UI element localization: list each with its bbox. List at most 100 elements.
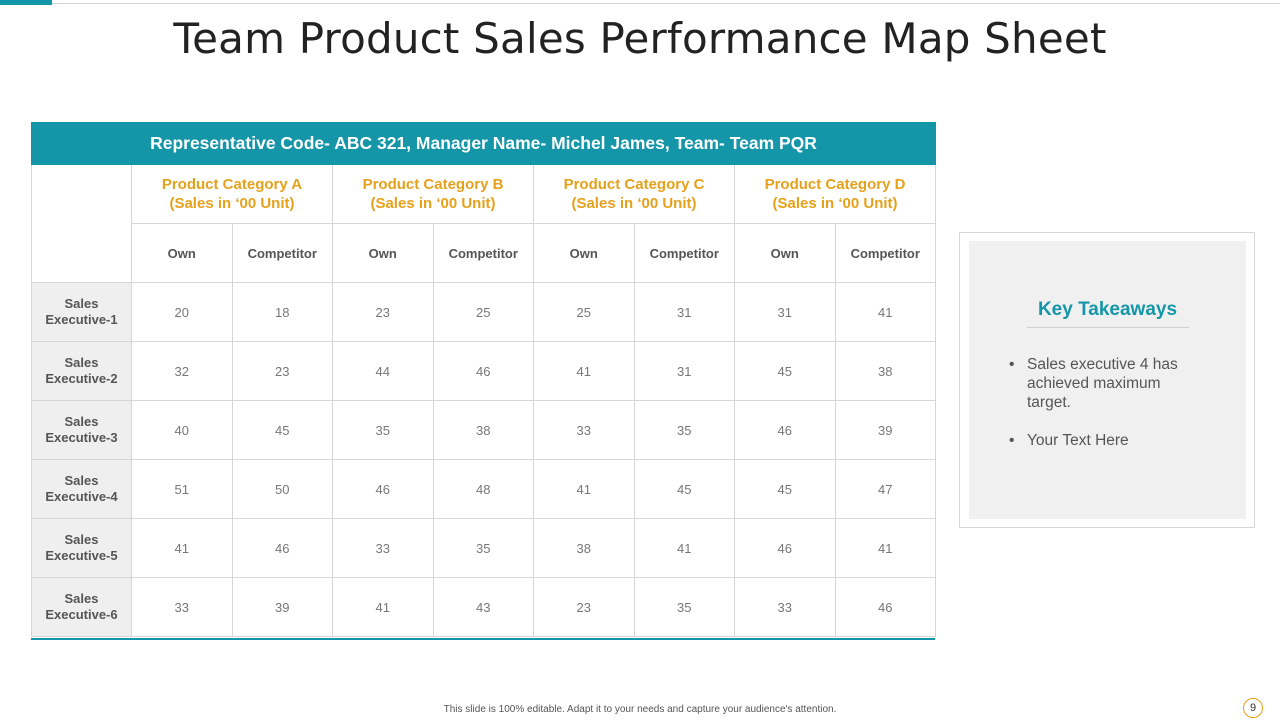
subheader-cell: Own xyxy=(131,223,233,283)
row-header-cell: Sales Executive-2 xyxy=(31,341,132,401)
subheader-cell: Own xyxy=(734,223,836,283)
table-cell: 46 xyxy=(231,518,333,578)
list-item: • Sales executive 4 has achieved maximum… xyxy=(1007,355,1207,412)
top-accent-bar xyxy=(0,0,52,5)
footer-note: This slide is 100% editable. Adapt it to… xyxy=(443,704,837,715)
subheader-row: Own Competitor Own Competitor Own Compet… xyxy=(32,223,937,283)
table-row: Sales Executive-4 51 50 46 48 41 45 45 47 xyxy=(31,459,937,519)
table-cell: 33 xyxy=(533,400,635,460)
table-row: Sales Executive-2 32 23 44 46 41 31 45 38 xyxy=(31,341,937,401)
row-label-line1: Sales xyxy=(64,473,99,488)
table-cell: 41 xyxy=(834,282,937,342)
table-cell: 20 xyxy=(131,282,233,342)
table-cell: 23 xyxy=(533,577,635,637)
table-cell: 35 xyxy=(332,400,434,460)
table-row: Sales Executive-6 33 39 41 43 23 35 33 46 xyxy=(31,577,937,637)
category-header-row: Product Category A (Sales in ‘00 Unit) P… xyxy=(31,164,937,283)
subheader-cell: Competitor xyxy=(834,223,937,283)
table-cell: 25 xyxy=(533,282,635,342)
row-header-cell: Sales Executive-5 xyxy=(31,518,132,578)
category-unit: (Sales in ‘00 Unit) xyxy=(571,195,697,212)
table-cell: 41 xyxy=(633,518,735,578)
slide-title: Team Product Sales Performance Map Sheet xyxy=(173,14,1107,63)
row-label-line1: Sales xyxy=(64,532,99,547)
table-cell: 31 xyxy=(633,341,735,401)
page-number: 9 xyxy=(1243,698,1263,718)
table-cell: 41 xyxy=(533,459,635,519)
row-header-cell: Sales Executive-3 xyxy=(31,400,132,460)
row-label-line2: Executive-2 xyxy=(45,371,118,386)
table-cell: 40 xyxy=(131,400,233,460)
takeaway-text: Your Text Here xyxy=(1027,432,1129,449)
table-cell: 45 xyxy=(734,459,836,519)
table-banner-row: Representative Code- ABC 321, Manager Na… xyxy=(30,122,937,165)
table-cell: 50 xyxy=(231,459,333,519)
subheader-cell: Competitor xyxy=(231,223,333,283)
category-c-header: Product Category C (Sales in ‘00 Unit) xyxy=(533,164,735,224)
subheader-cell: Competitor xyxy=(432,223,534,283)
row-label-line1: Sales xyxy=(64,355,99,370)
table-row: Sales Executive-3 40 45 35 38 33 35 46 39 xyxy=(31,400,937,460)
category-unit: (Sales in ‘00 Unit) xyxy=(370,195,496,212)
table-cell: 45 xyxy=(231,400,333,460)
table-cell: 46 xyxy=(432,341,534,401)
table-cell: 41 xyxy=(533,341,635,401)
table-cell: 38 xyxy=(834,341,937,401)
row-header-cell: Sales Executive-4 xyxy=(31,459,132,519)
table-row: Sales Executive-5 41 46 33 35 38 41 46 41 xyxy=(31,518,937,578)
table-cell: 35 xyxy=(432,518,534,578)
category-unit: (Sales in ‘00 Unit) xyxy=(772,195,898,212)
category-name: Product Category B xyxy=(362,176,504,193)
table-cell: 33 xyxy=(734,577,836,637)
table-cell: 35 xyxy=(633,400,735,460)
list-item: • Your Text Here xyxy=(1007,431,1207,450)
table-cell: 38 xyxy=(432,400,534,460)
row-label-line1: Sales xyxy=(64,414,99,429)
key-takeaways-panel: Key Takeaways • Sales executive 4 has ac… xyxy=(959,232,1255,528)
table-cell: 35 xyxy=(633,577,735,637)
table-cell: 33 xyxy=(131,577,233,637)
row-label-line2: Executive-4 xyxy=(45,489,118,504)
table-cell: 45 xyxy=(734,341,836,401)
table-cell: 23 xyxy=(231,341,333,401)
performance-table: Representative Code- ABC 321, Manager Na… xyxy=(30,122,937,637)
row-label-line2: Executive-6 xyxy=(45,607,118,622)
table-cell: 41 xyxy=(332,577,434,637)
table-cell: 23 xyxy=(332,282,434,342)
table-cell: 46 xyxy=(734,400,836,460)
table-cell: 31 xyxy=(734,282,836,342)
category-d-header: Product Category D (Sales in ‘00 Unit) xyxy=(733,164,937,224)
table-body: Sales Executive-1 20 18 23 25 25 31 31 41 Sales Exe… xyxy=(31,282,937,637)
table-bottom-rule xyxy=(31,638,935,640)
table-cell: 33 xyxy=(332,518,434,578)
row-header-cell: Sales Executive-1 xyxy=(31,282,132,342)
row-header-cell: Sales Executive-6 xyxy=(31,577,132,637)
table-cell: 32 xyxy=(131,341,233,401)
row-label-line1: Sales xyxy=(64,591,99,606)
table-cell: 44 xyxy=(332,341,434,401)
table-cell: 41 xyxy=(834,518,937,578)
table-cell: 45 xyxy=(633,459,735,519)
table-cell: 41 xyxy=(131,518,233,578)
row-label-line1: Sales xyxy=(64,296,99,311)
category-name: Product Category A xyxy=(161,176,303,193)
table-cell: 47 xyxy=(834,459,937,519)
performance-table-container: Representative Code- ABC 321, Manager Na… xyxy=(30,122,937,637)
row-label-line2: Executive-1 xyxy=(45,312,118,327)
table-corner-cell xyxy=(31,164,132,283)
top-divider xyxy=(52,3,1280,4)
table-cell: 39 xyxy=(834,400,937,460)
category-b-header: Product Category B (Sales in ‘00 Unit) xyxy=(332,164,534,224)
row-label-line2: Executive-3 xyxy=(45,430,118,445)
category-name: Product Category C xyxy=(563,176,705,193)
table-cell: 48 xyxy=(432,459,534,519)
key-takeaways-divider xyxy=(1027,327,1189,328)
category-unit: (Sales in ‘00 Unit) xyxy=(169,195,295,212)
subheader-cell: Own xyxy=(332,223,434,283)
bullet-icon: • xyxy=(1009,432,1015,449)
subheader-cell: Competitor xyxy=(633,223,735,283)
table-cell: 18 xyxy=(231,282,333,342)
bullet-icon: • xyxy=(1009,356,1015,373)
key-takeaways-box: Key Takeaways • Sales executive 4 has ac… xyxy=(969,241,1246,519)
table-cell: 31 xyxy=(633,282,735,342)
